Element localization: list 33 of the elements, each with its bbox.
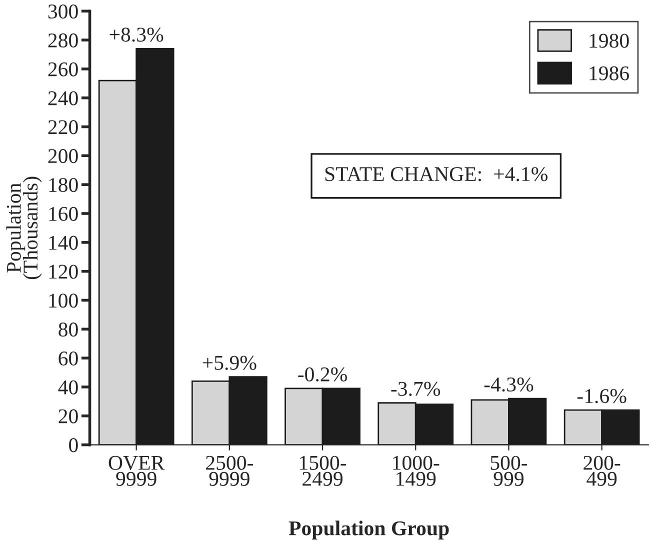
y-tick-label: 260 [48, 62, 78, 76]
y-tick-label: 160 [49, 206, 78, 221]
x-tick-label: 1500- 2499 [300, 456, 346, 486]
y-tick-label: 140 [49, 236, 78, 250]
annotation: -1.6% [577, 389, 626, 404]
y-tick-label: 20 [58, 409, 78, 424]
y-tick-label: 40 [58, 380, 78, 394]
y-tick-label: 100 [49, 294, 78, 308]
y-tick-label: 280 [48, 33, 78, 48]
annotation: -0.2% [298, 367, 347, 382]
y-axis-title: Population (Thousands) [6, 176, 42, 280]
annotation: STATE CHANGE: +4.1% [325, 167, 548, 182]
x-tick-label: 2500- 9999 [206, 456, 253, 486]
y-tick-label: 0 [69, 438, 78, 452]
legend-label: 1986 [590, 66, 630, 80]
annotation: -4.3% [484, 377, 534, 392]
annotation: -3.7% [391, 382, 440, 396]
x-axis-title: Population Group [288, 520, 449, 540]
y-tick-label: 240 [48, 91, 78, 106]
annotation: +8.3% [110, 28, 164, 42]
y-tick-label: 60 [58, 351, 78, 366]
x-tick-label: 200- 499 [584, 456, 620, 486]
y-tick-label: 180 [49, 178, 78, 192]
x-tick-label: 500- 999 [490, 456, 528, 486]
x-tick-label: OVER 9999 [108, 456, 165, 486]
x-tick-label: 1000- 1499 [393, 456, 440, 486]
y-tick-label: 200 [48, 149, 78, 164]
y-tick-label: 80 [58, 322, 78, 337]
legend-label: 1980 [590, 34, 629, 48]
y-tick-label: 120 [49, 264, 78, 279]
annotation: +5.9% [202, 356, 256, 370]
y-tick-label: 220 [48, 120, 78, 134]
y-tick-label: 300 [48, 4, 78, 19]
